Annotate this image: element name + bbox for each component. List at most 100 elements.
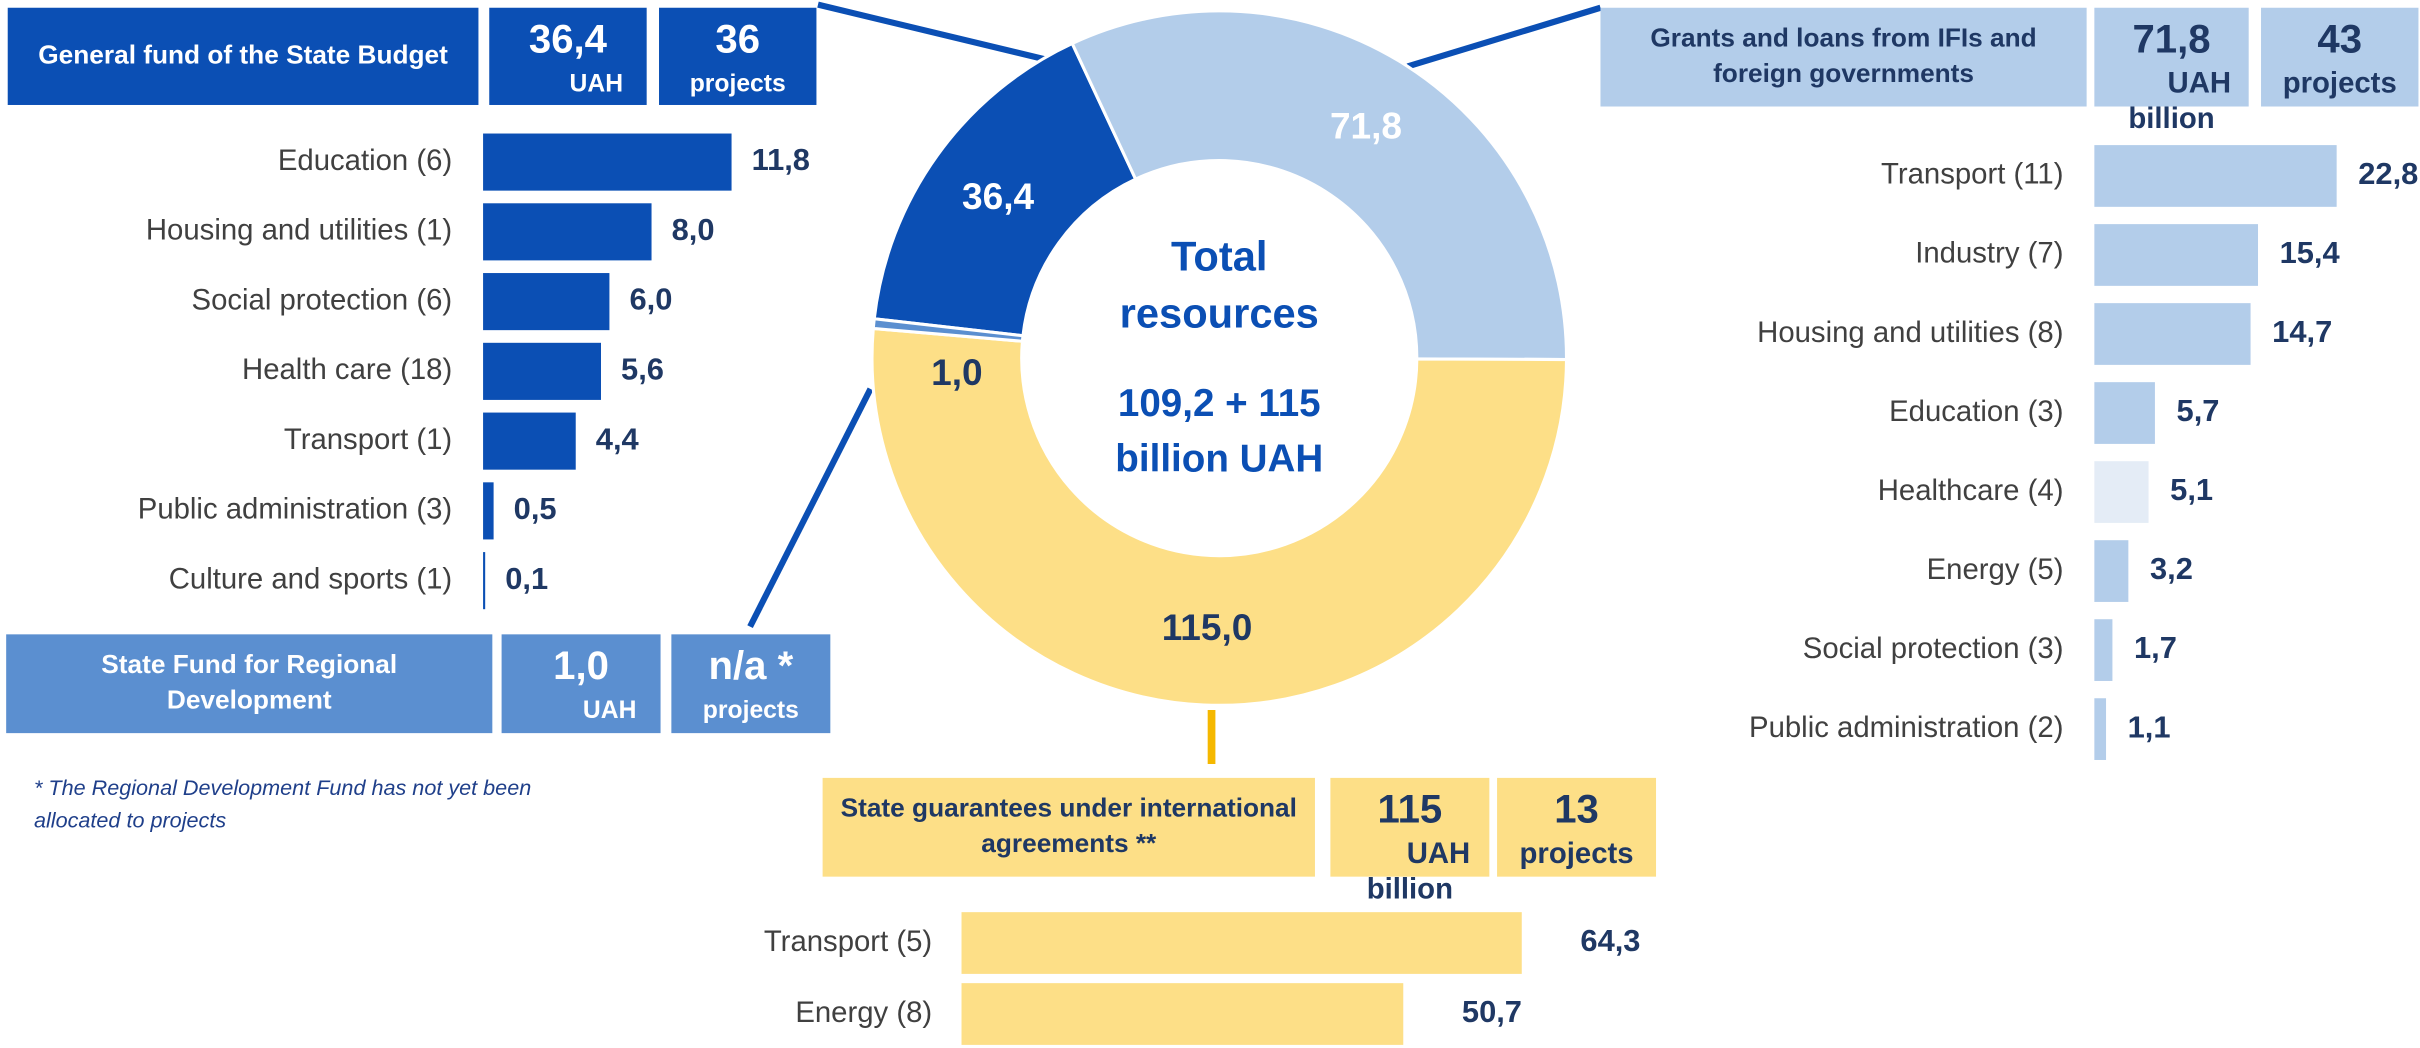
connector xyxy=(747,387,874,629)
panel-count-box xyxy=(1497,777,1657,877)
panel-title-text: Grants and loans from IFIs and foreign g… xyxy=(1650,23,2037,88)
panel-title-text: State Fund for Regional Development xyxy=(101,649,398,715)
bar-value: 64,3 xyxy=(1580,923,1640,958)
panel-amount: 1,0 xyxy=(553,643,609,688)
slice-label: 71,8 xyxy=(1330,104,1402,146)
bar-value: 22,8 xyxy=(2358,156,2418,191)
panel-amount-box xyxy=(489,7,647,105)
donut-slice xyxy=(870,326,1569,707)
bar-value: 50,7 xyxy=(1462,994,1522,1029)
bar xyxy=(961,983,1404,1045)
panel-title-box xyxy=(7,7,479,105)
bar-value: 3,2 xyxy=(2150,551,2193,586)
bar-category: Public administration (3) xyxy=(138,493,452,526)
connector xyxy=(817,1,1069,68)
panel-count-unit: projects xyxy=(2283,67,2397,100)
bar-category: Energy (5) xyxy=(1927,553,2064,586)
panel-title: Grants and loans from IFIs and foreign g… xyxy=(1650,23,2037,88)
bar xyxy=(2094,303,2251,365)
panel-title: State guarantees under international agr… xyxy=(840,793,1297,859)
panel-unit: billion xyxy=(1367,872,1453,905)
bar-category: Energy (8) xyxy=(795,996,932,1029)
panel-title-box xyxy=(822,777,1315,877)
bar-category: Housing and utilities (1) xyxy=(146,214,452,247)
center-title: resources xyxy=(1120,289,1319,336)
panel-unit: UAH xyxy=(1407,837,1471,870)
bar-value: 1,7 xyxy=(2134,630,2177,665)
panel-amount: 115 xyxy=(1378,786,1443,831)
panel-count-box xyxy=(659,7,817,105)
bar xyxy=(2094,382,2155,444)
bar xyxy=(2094,224,2259,286)
bar xyxy=(483,133,732,191)
panel-count-unit: projects xyxy=(703,697,799,724)
bar-category: Education (6) xyxy=(278,144,452,177)
center-subtitle: billion UAH xyxy=(1115,438,1323,481)
bar-category: Social protection (6) xyxy=(192,283,453,316)
bar xyxy=(2094,461,2149,523)
bar xyxy=(483,482,494,540)
bar xyxy=(483,203,652,261)
bar xyxy=(483,552,486,610)
bar xyxy=(2094,540,2129,602)
panel-count: 43 xyxy=(2317,16,2362,61)
donut-slice xyxy=(871,317,1025,343)
bar-value: 5,7 xyxy=(2177,393,2220,428)
panel-amount-box xyxy=(2094,7,2249,107)
panel-count: 13 xyxy=(1554,786,1599,831)
panel-title-text: State guarantees under international agr… xyxy=(840,793,1297,859)
panel-unit: UAH xyxy=(570,70,624,97)
bar xyxy=(483,273,610,331)
panel-title-box xyxy=(1600,7,2087,107)
panel-title-box xyxy=(6,634,493,734)
donut-slice xyxy=(1070,9,1569,362)
bar-value: 0,5 xyxy=(514,491,557,526)
bar-value: 14,7 xyxy=(2272,314,2332,349)
panel-title-text: General fund of the State Budget xyxy=(38,40,448,70)
panel-unit: UAH xyxy=(2168,67,2232,100)
panel-amount: 36,4 xyxy=(529,16,608,61)
panel-count-unit: projects xyxy=(1520,837,1634,870)
bar-value: 5,1 xyxy=(2170,472,2213,507)
bar-category: Health care (18) xyxy=(242,353,452,386)
panel-amount: 71,8 xyxy=(2132,16,2210,61)
bar-category: Housing and utilities (8) xyxy=(1757,316,2063,349)
bar xyxy=(961,912,1522,974)
bar-value: 4,4 xyxy=(596,421,639,456)
panel-unit: billion xyxy=(2128,102,2214,135)
bar-category: Industry (7) xyxy=(1915,237,2063,270)
panel-count-unit: projects xyxy=(690,70,786,97)
panel-amount-box xyxy=(1330,777,1490,877)
bar-category: Transport (5) xyxy=(764,925,932,958)
bar-value: 5,6 xyxy=(621,352,664,387)
bar-category: Education (3) xyxy=(1889,395,2063,428)
bar-value: 0,1 xyxy=(505,561,548,596)
bar xyxy=(483,342,601,400)
bar-category: Healthcare (4) xyxy=(1878,474,2064,507)
panel-count: n/a * xyxy=(708,643,793,688)
bar-category: Social protection (3) xyxy=(1803,632,2064,665)
bar-category: Transport (1) xyxy=(284,423,452,456)
bar-value: 8,0 xyxy=(672,212,715,247)
footnote: * The Regional Development Fund has not … xyxy=(33,774,532,832)
slice-label: 115,0 xyxy=(1162,606,1253,648)
bar-value: 15,4 xyxy=(2280,235,2340,270)
donut-slice xyxy=(872,41,1138,338)
connector xyxy=(1406,4,1602,70)
bar-value: 1,1 xyxy=(2128,709,2171,744)
bar xyxy=(2094,145,2337,207)
bar-value: 11,8 xyxy=(752,142,810,177)
slice-label: 36,4 xyxy=(962,175,1034,217)
bar xyxy=(2094,619,2113,681)
center-title: Total xyxy=(1171,232,1267,279)
panel-title: General fund of the State Budget xyxy=(38,40,448,70)
bar xyxy=(2094,698,2107,760)
center-subtitle: 109,2 + 115 xyxy=(1118,382,1321,425)
panel-count-box xyxy=(2261,7,2419,107)
bar-category: Transport (11) xyxy=(1881,158,2063,191)
bar xyxy=(483,412,576,470)
panel-unit: UAH xyxy=(583,697,637,724)
panel-title: State Fund for Regional Development xyxy=(101,649,398,715)
footnote-text: * The Regional Development Fund has not … xyxy=(33,774,532,832)
